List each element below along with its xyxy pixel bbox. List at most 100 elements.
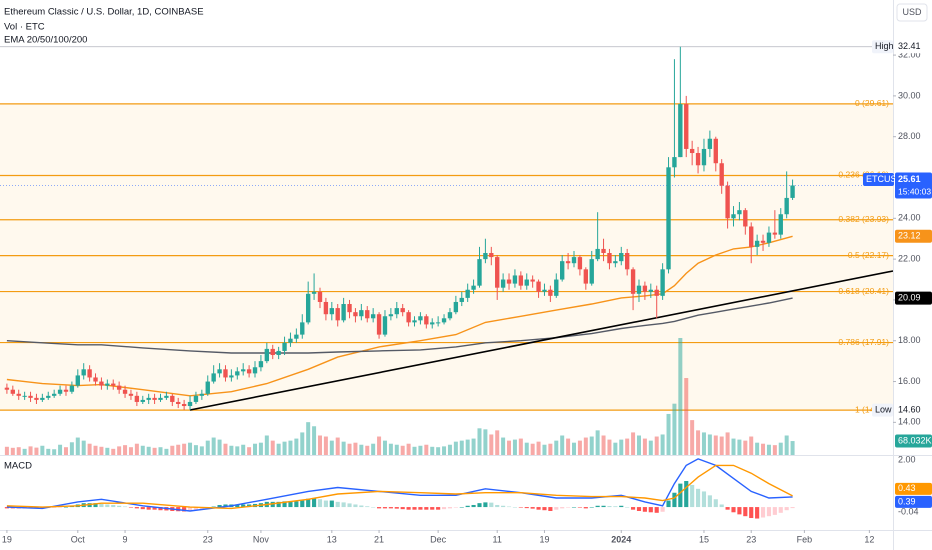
x-tick-label: Dec	[430, 534, 447, 544]
macd-histogram-bar	[766, 507, 772, 517]
macd-histogram-bar	[725, 507, 730, 510]
currency[interactable]: USD	[902, 7, 922, 17]
volume-bar	[436, 447, 441, 455]
volume-bar	[666, 413, 671, 455]
candle-body	[69, 385, 75, 392]
candle-body	[87, 369, 92, 378]
y-tick-label: 14.00	[898, 417, 921, 427]
volume-bar	[619, 439, 624, 455]
macd-histogram-bar	[306, 498, 311, 508]
volume-bar	[34, 447, 39, 455]
macd-histogram-bar	[772, 507, 777, 515]
volume-bar	[577, 440, 582, 455]
volume-bar	[81, 440, 86, 455]
candle-body	[223, 369, 228, 378]
volume-bar	[737, 439, 742, 455]
macd-histogram-bar	[695, 488, 701, 508]
volume-bar	[719, 436, 724, 455]
macd-histogram-bar	[619, 505, 624, 508]
candle-body	[713, 138, 718, 164]
candle-body	[34, 397, 39, 400]
volume-bar	[660, 434, 665, 455]
macd-histogram-bar	[690, 484, 695, 508]
macd-histogram-bar	[134, 507, 139, 509]
volume-bar	[329, 440, 334, 455]
high-label-box	[872, 40, 893, 54]
macd-histogram-bar	[459, 507, 464, 508]
volume-bar	[270, 440, 275, 455]
macd-histogram-bar	[152, 507, 157, 510]
volume-layer	[4, 338, 795, 455]
volume-bar	[264, 435, 269, 455]
candle-body	[146, 397, 151, 400]
candle-body	[542, 289, 547, 292]
fib-label: 0.382 (23.93)	[838, 214, 889, 224]
volume-bar	[46, 448, 51, 455]
volume-bar	[300, 432, 305, 455]
candle-body	[701, 148, 707, 166]
macd-histogram-bar	[648, 507, 653, 513]
candle-body	[624, 253, 630, 270]
candle-body	[548, 289, 553, 296]
volume-bar	[761, 443, 766, 455]
macd-histogram-bar	[554, 507, 559, 510]
volume-bar	[465, 439, 470, 455]
volume-bar	[117, 446, 122, 455]
currency-button[interactable]	[896, 3, 928, 22]
y-tick-label: 30.00	[898, 90, 921, 100]
macd-histogram-bar	[560, 507, 565, 509]
candle-body	[270, 348, 275, 356]
candle-body	[329, 308, 334, 315]
candle-body	[778, 214, 783, 235]
fib-label: 0.786 (17.91)	[838, 337, 889, 347]
candle-body	[93, 377, 98, 382]
candle-body	[406, 312, 411, 323]
macd-histogram-bar	[636, 507, 642, 511]
y-tick-label: 16.00	[898, 376, 921, 386]
macd-histogram-bar	[323, 500, 328, 508]
candle-body	[22, 395, 27, 397]
candle-body	[489, 253, 494, 258]
macd-histogram-bar	[270, 501, 275, 508]
volume-bar	[258, 442, 263, 455]
volume-bar	[99, 446, 104, 455]
volume-bar	[75, 437, 80, 455]
macd-histogram-bar	[701, 491, 707, 508]
macd-histogram-bar	[465, 505, 470, 508]
volume-bar	[188, 442, 193, 455]
x-tick-label: Oct	[71, 534, 86, 544]
macd-histogram-bar	[122, 506, 128, 508]
volume-bar	[507, 440, 512, 455]
macd-histogram-bar	[589, 507, 594, 508]
candle-body	[51, 393, 57, 396]
volume-bar	[548, 443, 553, 455]
volume-bar	[731, 438, 736, 455]
volume-bar	[123, 445, 128, 455]
macd-histogram-bar	[211, 506, 216, 508]
macd-histogram-bar	[613, 506, 618, 508]
candle-body	[784, 197, 789, 215]
volume-bar	[530, 443, 535, 455]
candle-body	[595, 248, 600, 260]
volume-bar	[725, 432, 730, 455]
macd-histogram-bar	[601, 505, 606, 508]
candle-body	[441, 318, 447, 323]
macd-line	[6, 464, 793, 510]
candle-body	[424, 316, 429, 325]
volume-bar	[205, 440, 210, 455]
candle-body	[75, 375, 80, 386]
volume-bar	[583, 437, 588, 455]
macd-histogram-bar	[140, 507, 145, 510]
volume-bar	[412, 446, 417, 455]
macd-value-box	[895, 495, 932, 508]
candle-body	[731, 214, 736, 219]
trend-line	[189, 270, 894, 411]
volume-bar	[341, 441, 346, 455]
candle-body	[754, 240, 760, 247]
volume-bar	[128, 447, 133, 455]
macd-histogram-bar	[241, 504, 246, 508]
macd-histogram-bar	[400, 507, 405, 510]
macd-histogram-bar	[117, 505, 122, 508]
candle-body	[140, 399, 145, 402]
